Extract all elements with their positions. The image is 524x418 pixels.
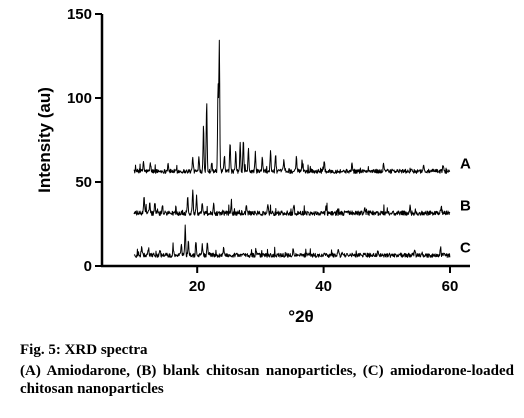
- figure-caption-title: Fig. 5: XRD spectra: [20, 342, 148, 358]
- series-line-c: [133, 224, 451, 258]
- x-tick-label: 60: [442, 278, 459, 295]
- series-label-b: B: [460, 198, 471, 215]
- x-ticks: 20 40 60: [189, 266, 458, 295]
- y-tick-label: 50: [75, 174, 92, 191]
- x-axis-title: °2θ: [288, 307, 313, 326]
- y-ticks: 0 50 100 150: [67, 6, 102, 275]
- y-tick-label: 100: [67, 90, 92, 107]
- xrd-chart: 0 50 100 150 20 40 60 A B C Intensity (au) °2θ: [35, 6, 471, 326]
- y-tick-label: 0: [84, 258, 92, 275]
- x-tick-label: 40: [315, 278, 332, 295]
- series-line-b: [133, 189, 451, 217]
- figure-caption-body: (A) Amiodarone, (B) blank chitosan nanop…: [20, 363, 514, 397]
- x-tick-label: 20: [189, 278, 206, 295]
- series-label-a: A: [460, 156, 471, 173]
- series-label-c: C: [460, 240, 471, 257]
- series-line-a: [133, 39, 451, 174]
- y-tick-label: 150: [67, 6, 92, 23]
- y-axis-title: Intensity (au): [35, 87, 54, 193]
- series-group: A B C: [133, 39, 471, 258]
